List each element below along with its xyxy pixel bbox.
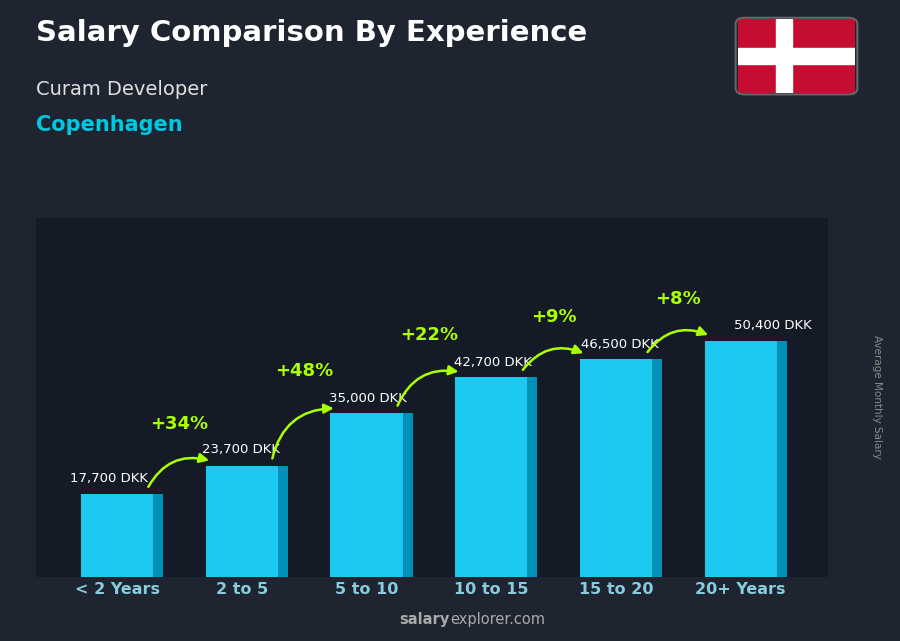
Text: 42,700 DKK: 42,700 DKK xyxy=(454,356,532,369)
Bar xyxy=(330,413,402,577)
Polygon shape xyxy=(278,466,288,577)
FancyBboxPatch shape xyxy=(0,110,900,641)
Text: +22%: +22% xyxy=(400,326,458,344)
Text: +8%: +8% xyxy=(655,290,701,308)
Text: Curam Developer: Curam Developer xyxy=(36,80,207,99)
Text: 46,500 DKK: 46,500 DKK xyxy=(581,338,659,351)
Text: Salary Comparison By Experience: Salary Comparison By Experience xyxy=(36,19,587,47)
Polygon shape xyxy=(527,377,537,577)
Text: +34%: +34% xyxy=(150,415,209,433)
Polygon shape xyxy=(402,413,413,577)
Text: Average Monthly Salary: Average Monthly Salary xyxy=(872,335,883,460)
Bar xyxy=(205,466,278,577)
Bar xyxy=(455,377,527,577)
Text: salary: salary xyxy=(400,612,450,627)
Text: 35,000 DKK: 35,000 DKK xyxy=(329,392,407,404)
Bar xyxy=(705,341,777,577)
Text: Copenhagen: Copenhagen xyxy=(36,115,183,135)
Bar xyxy=(738,48,855,64)
Polygon shape xyxy=(777,341,787,577)
Polygon shape xyxy=(652,359,662,577)
Text: 50,400 DKK: 50,400 DKK xyxy=(734,319,812,333)
Polygon shape xyxy=(153,494,163,577)
Bar xyxy=(776,19,792,93)
Text: +48%: +48% xyxy=(275,362,333,380)
Text: 23,700 DKK: 23,700 DKK xyxy=(202,444,280,456)
Bar xyxy=(580,359,652,577)
Text: explorer.com: explorer.com xyxy=(450,612,545,627)
Text: +9%: +9% xyxy=(531,308,576,326)
Text: 17,700 DKK: 17,700 DKK xyxy=(69,472,148,485)
Bar xyxy=(81,494,153,577)
